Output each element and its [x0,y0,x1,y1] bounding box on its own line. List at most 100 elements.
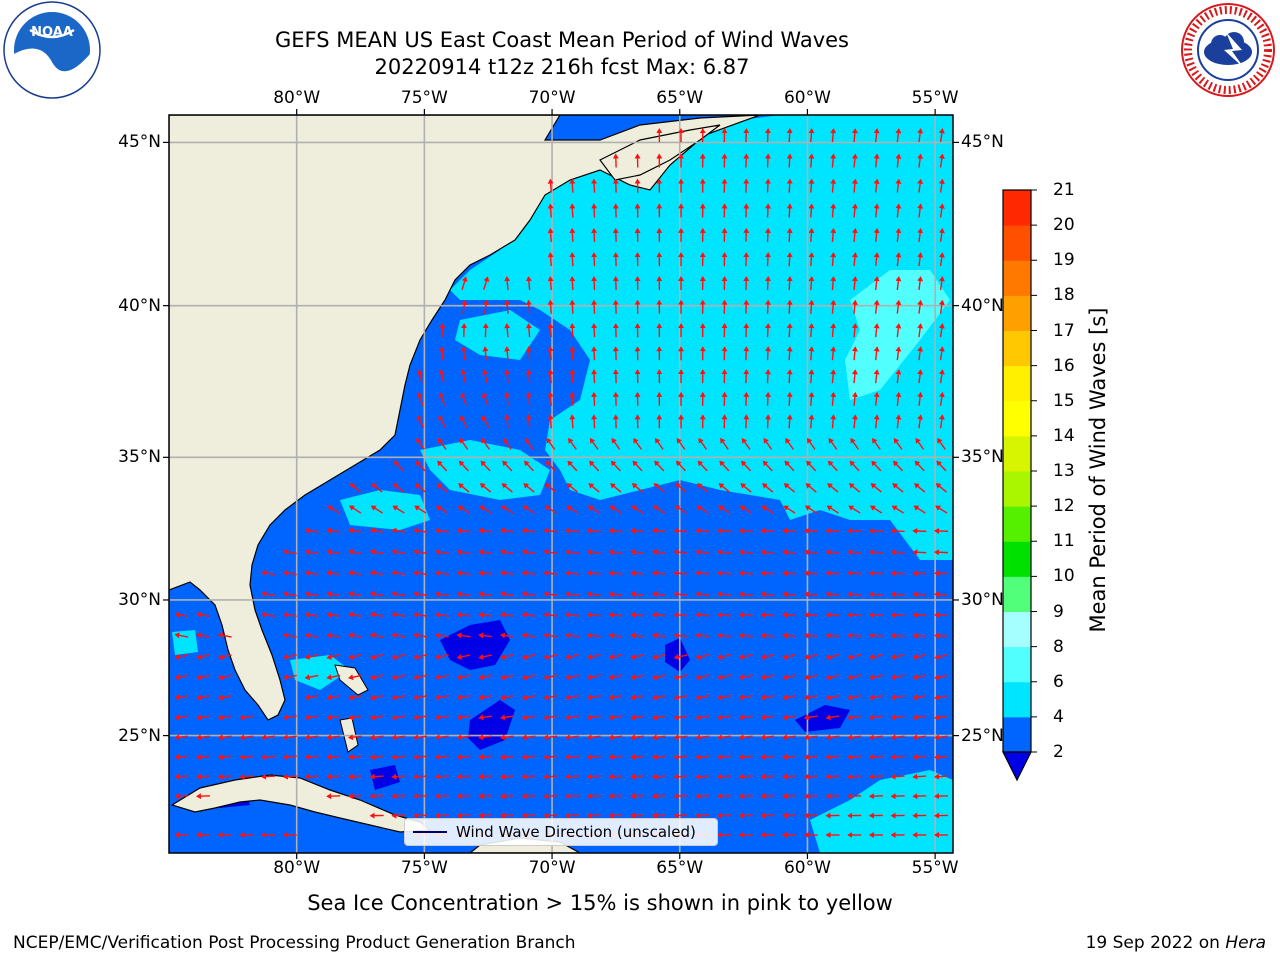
wave-direction-arrow [760,570,775,577]
wave-direction-arrow [873,414,880,429]
wave-direction-arrow [760,674,775,681]
wave-direction-arrow [347,734,362,741]
wave-direction-arrow [608,734,623,741]
wave-direction-arrow [695,773,710,780]
wave-direction-arrow [803,773,818,780]
wave-direction-arrow [651,714,666,721]
wave-direction-arrow [716,734,731,741]
wave-direction-arrow [393,460,404,472]
lon-tick-label-bottom: 55°W [911,858,959,878]
wave-direction-arrow [868,632,883,639]
wave-direction-arrow [830,299,837,314]
wave-direction-arrow [851,128,858,143]
wave-direction-arrow [458,460,469,472]
wave-direction-arrow [348,611,362,618]
wave-direction-arrow [348,548,362,555]
wave-direction-arrow [741,460,752,472]
wave-direction-arrow [391,653,406,660]
wave-direction-arrow [917,153,924,168]
wave-direction-arrow [847,674,862,681]
wave-direction-arrow [717,653,731,660]
wave-direction-arrow [586,773,601,780]
colorbar [1002,189,1037,782]
wave-direction-arrow [369,611,384,618]
wave-direction-arrow [326,570,341,577]
wave-direction-arrow [434,674,449,681]
wave-direction-arrow [782,694,797,701]
wave-direction-arrow [804,505,818,514]
wave-direction-arrow [547,369,554,384]
wave-direction-arrow [676,437,686,450]
wave-direction-arrow [591,276,598,291]
wave-direction-arrow [803,570,818,577]
wave-direction-arrow [524,437,534,450]
wave-direction-arrow [565,694,580,701]
wave-direction-arrow [895,369,902,384]
wave-direction-arrow [413,653,428,660]
wave-direction-arrow [591,227,598,242]
wave-direction-arrow [413,734,428,741]
wave-direction-arrow [738,570,753,577]
lat-tick-label-right: 30°N [961,589,1004,610]
wave-direction-arrow [803,527,818,534]
lat-tick-label-left: 25°N [118,725,161,746]
map-frame [168,114,954,854]
wave-direction-arrow [304,527,319,534]
wave-direction-arrow [479,505,492,514]
wave-direction-arrow [808,369,815,384]
wave-direction-arrow [174,674,189,681]
wave-direction-arrow [847,612,862,619]
wave-direction-arrow [456,734,471,741]
wave-direction-arrow [934,773,949,780]
wave-direction-arrow [873,369,880,384]
wave-direction-arrow [608,611,623,618]
wave-direction-arrow [504,276,511,291]
wave-direction-arrow [825,527,840,534]
wave-direction-arrow [764,323,771,338]
wave-direction-arrow [830,276,837,291]
wave-direction-arrow [868,773,883,780]
wave-direction-arrow [608,773,623,780]
wave-direction-arrow [569,391,576,406]
wave-direction-arrow [282,714,297,721]
wave-direction-arrow [782,549,797,556]
wave-direction-arrow [195,773,211,780]
wave-direction-arrow [522,505,535,514]
wave-direction-arrow [786,414,793,429]
wave-direction-arrow [499,714,514,721]
wave-direction-arrow [825,754,840,760]
wave-direction-arrow [371,483,383,493]
wave-direction-arrow [934,694,949,701]
wave-direction-arrow [893,437,903,450]
colorbar-under-extension [1002,751,1032,782]
wave-direction-arrow [934,612,949,619]
wave-direction-arrow [326,632,341,639]
wave-direction-arrow [847,570,862,577]
wave-direction-arrow [890,754,905,760]
wave-direction-arrow [847,773,862,780]
wave-direction-arrow [304,773,319,780]
wave-direction-arrow [786,299,793,314]
wave-direction-arrow [738,754,753,760]
wave-direction-arrow [830,346,837,361]
wave-direction-arrow [482,346,489,361]
wave-direction-arrow [716,611,731,618]
wave-direction-arrow [851,369,858,384]
wave-direction-arrow [504,299,511,314]
lon-tick-label-top: 60°W [783,88,831,108]
wave-direction-arrow [873,346,880,361]
wave-direction-arrow [938,299,945,314]
wave-direction-arrow [456,632,471,639]
wave-direction-arrow [784,460,795,472]
wave-direction-arrow [591,252,598,267]
wave-direction-arrow [825,570,840,577]
wave-direction-arrow [738,714,753,721]
wave-direction-arrow [938,369,945,384]
colorbar-tick-label: 11 [1053,531,1075,552]
wave-direction-arrow [938,391,945,406]
wave-direction-arrow [521,754,536,760]
wave-direction-arrow [521,694,536,701]
wave-direction-arrow [764,414,771,429]
wave-direction-arrow [632,460,643,472]
wave-direction-arrow [239,754,254,760]
